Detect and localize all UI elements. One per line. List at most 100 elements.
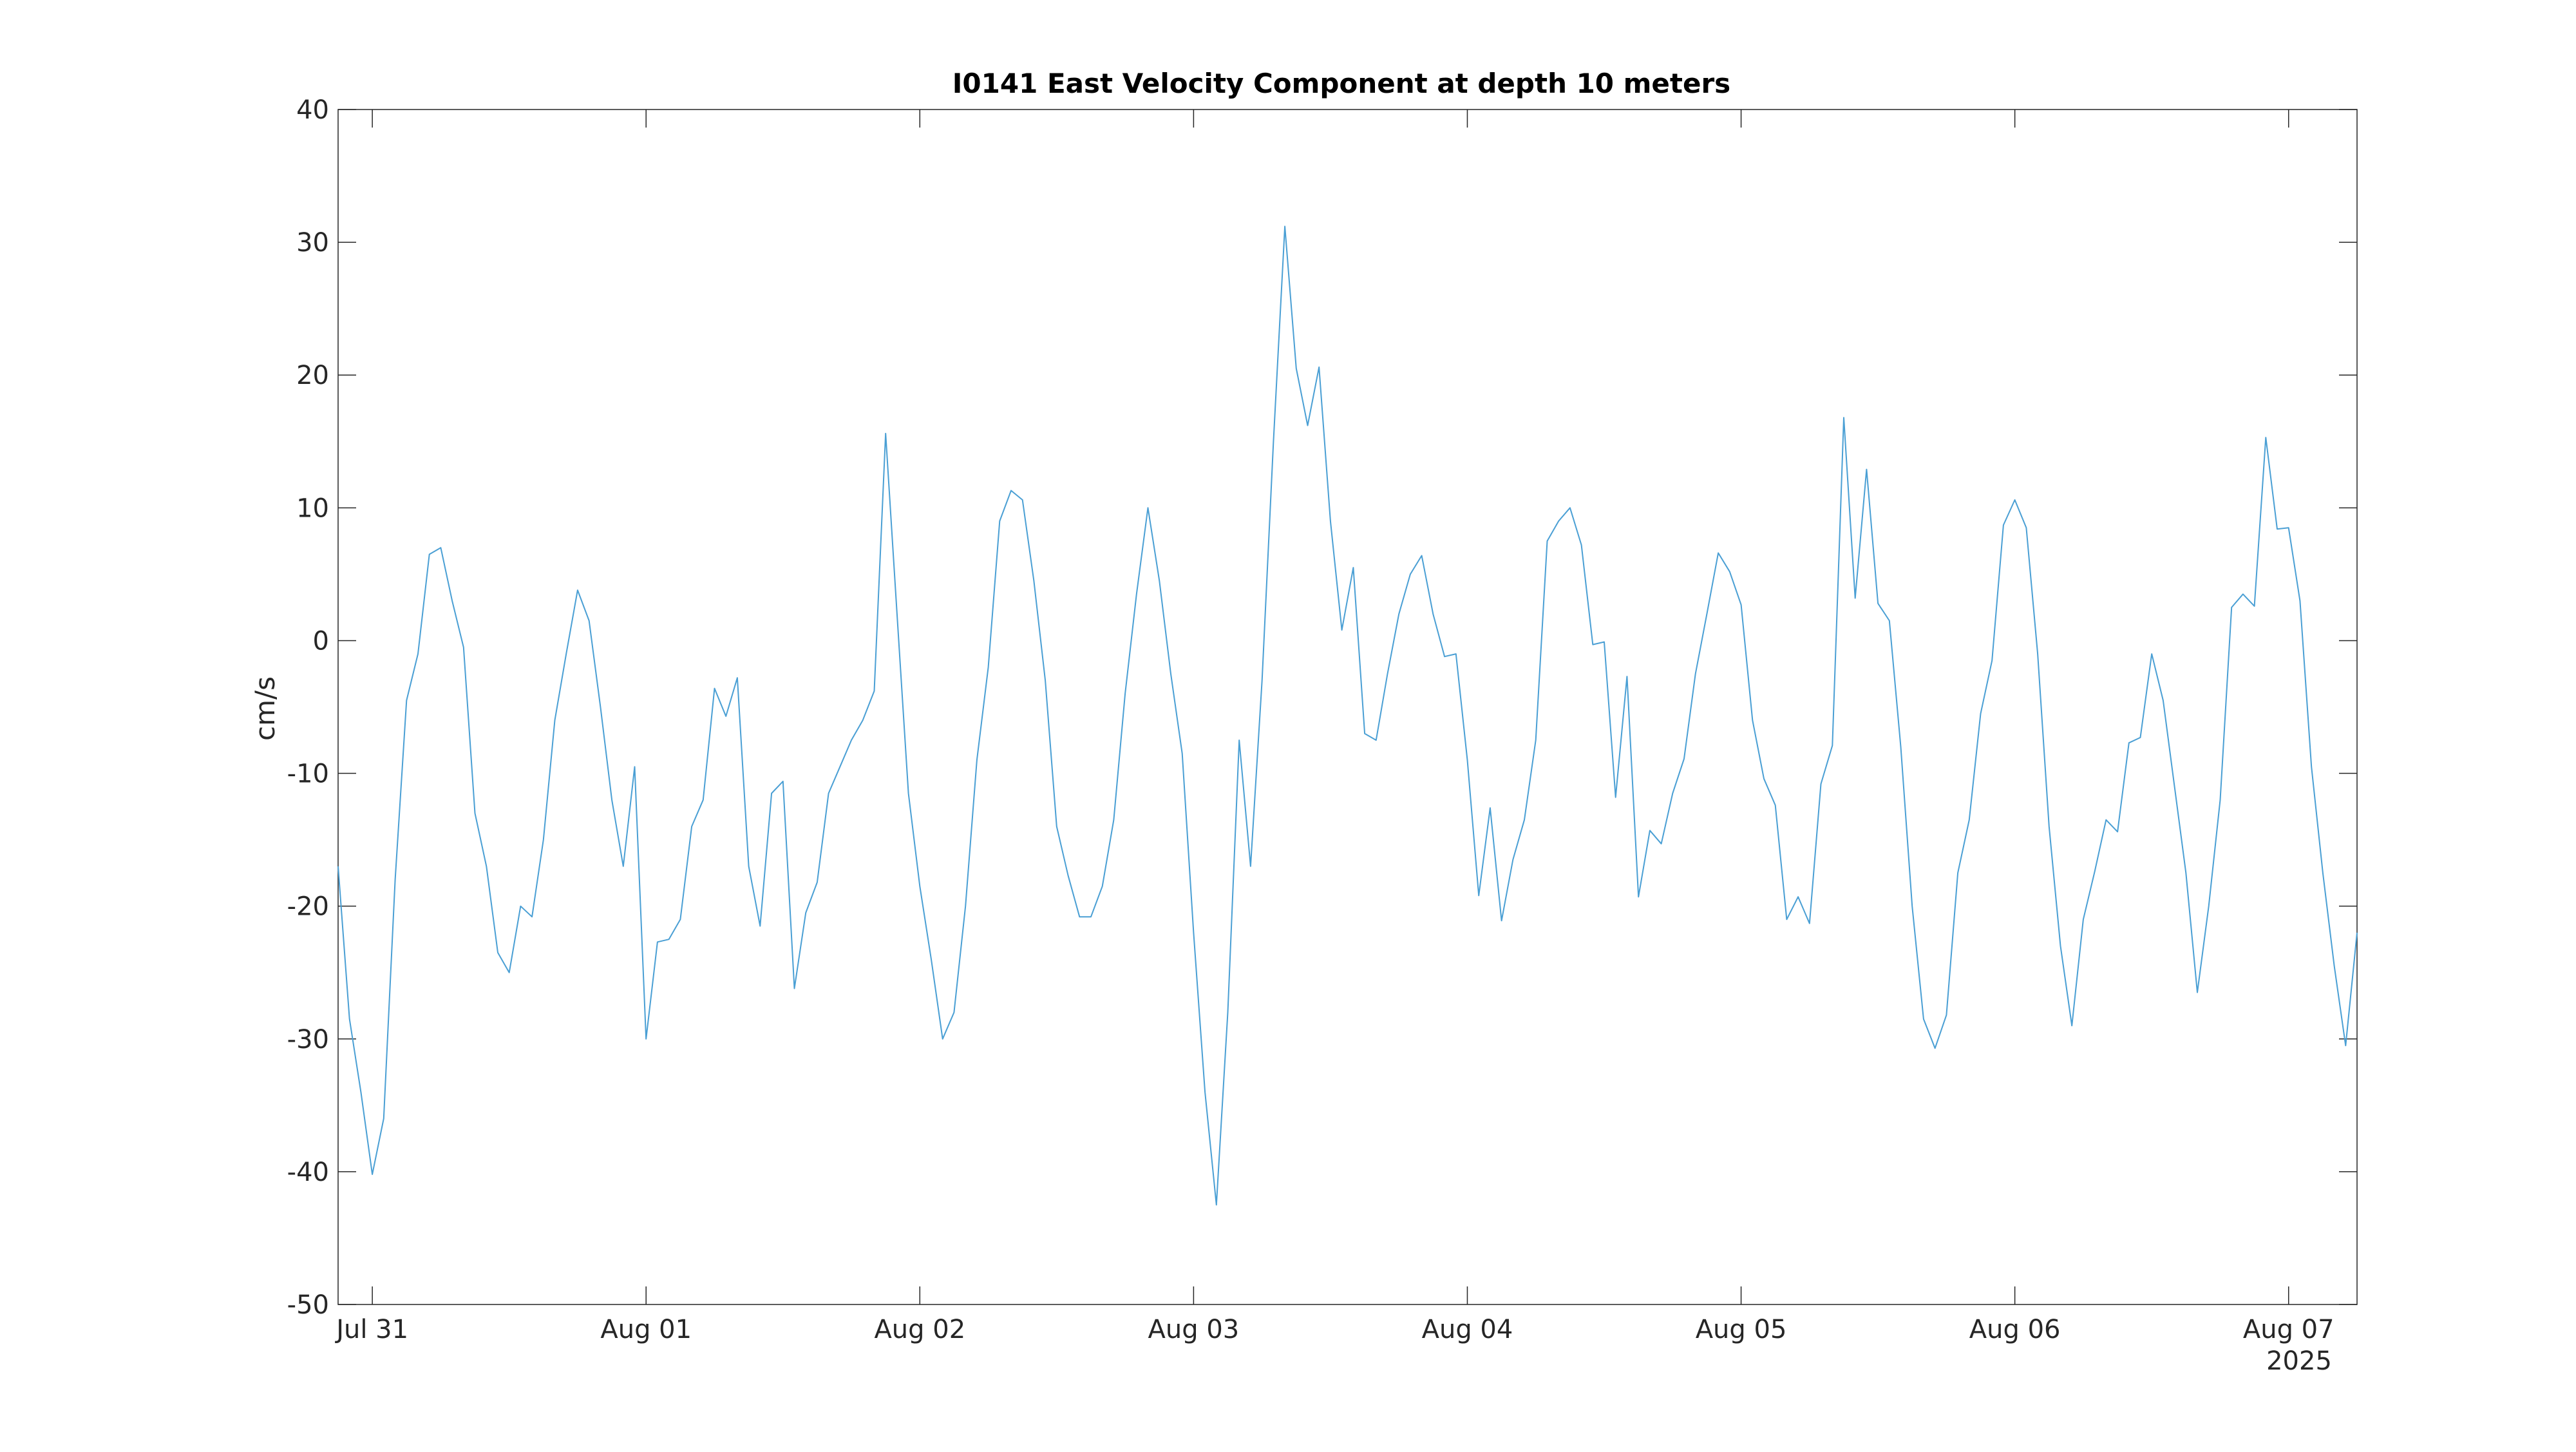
- data-point: [748, 865, 750, 868]
- x-tick-label: Aug 03: [1148, 1315, 1240, 1344]
- data-point: [1900, 745, 1902, 748]
- x-tick-label: Aug 07: [2243, 1315, 2334, 1344]
- data-point: [611, 799, 613, 801]
- data-point: [2253, 605, 2256, 607]
- data-point: [2060, 945, 2062, 948]
- data-point: [1158, 580, 1160, 582]
- data-point: [2322, 872, 2324, 874]
- data-point: [2048, 825, 2050, 828]
- data-point: [2264, 436, 2267, 439]
- data-point: [1911, 905, 1913, 908]
- data-point: [1546, 540, 1549, 542]
- data-point: [2242, 593, 2244, 595]
- data-point: [1283, 225, 1286, 227]
- data-point: [531, 915, 533, 918]
- data-point: [679, 918, 681, 921]
- data-point: [1204, 1091, 1206, 1093]
- data-point: [838, 765, 841, 768]
- data-point: [1694, 673, 1697, 675]
- data-point: [1511, 859, 1514, 861]
- data-point: [383, 1117, 385, 1120]
- data-point: [1625, 675, 1628, 678]
- data-point: [816, 881, 819, 884]
- data-point: [1660, 843, 1663, 845]
- data-point: [930, 958, 933, 960]
- data-point: [1980, 712, 1982, 715]
- x-axis: Jul 31 Aug 01 Aug 02 Aug 03 Aug 04 Aug 05 Aug …: [334, 110, 2334, 1344]
- data-point: [2333, 964, 2336, 967]
- data-point: [394, 878, 397, 881]
- data-point: [724, 715, 727, 718]
- x-tick-label: Aug 05: [1696, 1315, 1787, 1344]
- data-point: [702, 799, 705, 801]
- data-point: [359, 1091, 362, 1093]
- data-point: [439, 546, 442, 549]
- data-point: [1341, 629, 1343, 631]
- data-point: [2162, 699, 2164, 702]
- data-point: [1888, 620, 1891, 622]
- data-point: [1432, 613, 1434, 615]
- data-point: [1170, 673, 1172, 675]
- data-point: [1489, 807, 1492, 809]
- data-point: [1649, 829, 1651, 832]
- data-point: [1466, 759, 1469, 761]
- data-point: [1010, 490, 1012, 492]
- data-point: [542, 839, 545, 841]
- series-line: [337, 225, 2358, 1206]
- data-point: [2276, 528, 2278, 530]
- data-point: [2139, 736, 2142, 739]
- data-point: [2219, 799, 2222, 801]
- data-point: [1945, 1014, 1947, 1017]
- data-point: [1671, 792, 1674, 795]
- data-point: [2082, 918, 2085, 921]
- data-point: [2105, 819, 2107, 821]
- data-point: [804, 912, 807, 914]
- y-tick-label: 30: [296, 228, 329, 258]
- data-point: [451, 600, 453, 602]
- data-point: [1820, 783, 1823, 785]
- data-point: [1877, 602, 1879, 605]
- data-point: [850, 739, 853, 741]
- data-point: [645, 1038, 647, 1040]
- data-point: [907, 792, 910, 795]
- data-point: [2196, 991, 2199, 994]
- x-tick-label: Aug 06: [1969, 1315, 2061, 1344]
- data-point: [2356, 931, 2358, 934]
- data-point: [1831, 744, 1833, 747]
- data-point: [1387, 673, 1389, 675]
- data-point: [1455, 653, 1457, 655]
- data-point: [828, 792, 830, 795]
- data-point: [2036, 653, 2039, 655]
- data-point: [1112, 819, 1115, 821]
- y-axis-label: cm/s: [249, 676, 281, 741]
- x-axis-year-label: 2025: [2266, 1346, 2332, 1376]
- data-point: [417, 653, 419, 655]
- data-point: [1192, 931, 1195, 934]
- data-point: [1124, 693, 1126, 695]
- data-point: [884, 432, 887, 435]
- data-point: [1683, 758, 1685, 760]
- data-point: [2344, 1044, 2347, 1047]
- data-point: [2287, 526, 2290, 529]
- data-point: [2208, 905, 2210, 908]
- data-point: [782, 780, 784, 783]
- x-tick-label: Aug 04: [1422, 1315, 1513, 1344]
- y-tick-label: -20: [287, 892, 329, 922]
- data-point: [428, 553, 431, 556]
- y-tick-label: -10: [287, 759, 329, 789]
- data-point: [964, 905, 967, 908]
- data-point: [1956, 872, 1959, 874]
- data-point: [1854, 597, 1857, 600]
- data-point: [1557, 520, 1560, 522]
- data-point: [337, 865, 339, 868]
- x-tick-label: Aug 01: [600, 1315, 692, 1344]
- data-point: [1808, 922, 1811, 925]
- data-point: [576, 589, 579, 591]
- data-point: [714, 687, 716, 690]
- data-point: [371, 1173, 374, 1176]
- data-point: [1238, 739, 1240, 741]
- data-point: [1591, 644, 1594, 646]
- data-point: [1261, 679, 1264, 682]
